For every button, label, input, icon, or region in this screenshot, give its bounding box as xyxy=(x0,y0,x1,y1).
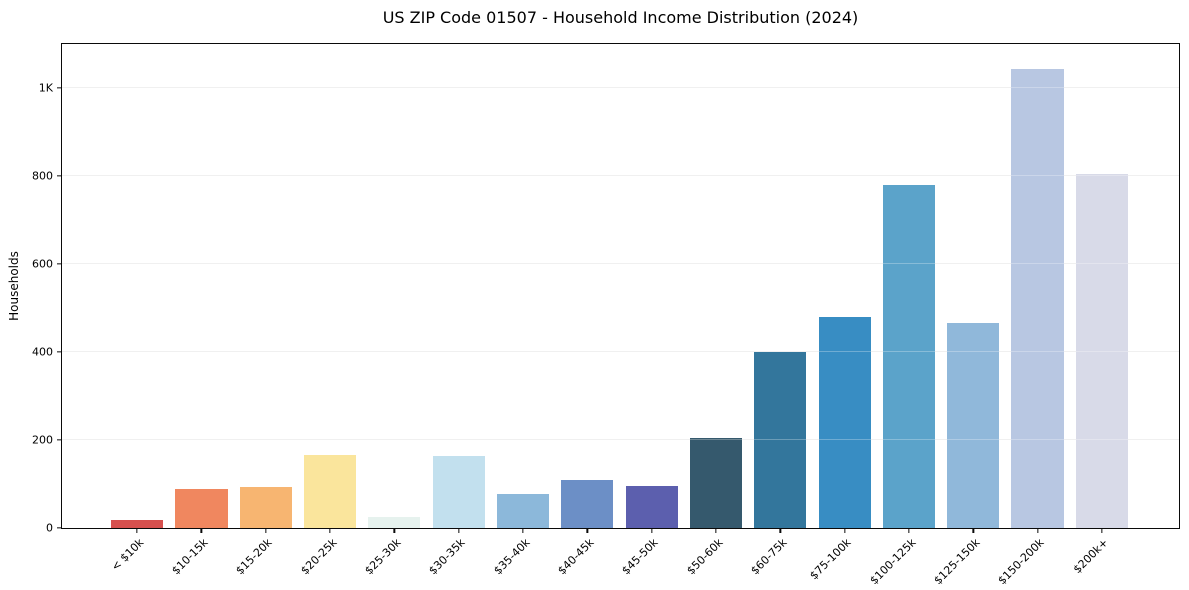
y-tick-label: 200 xyxy=(32,433,53,447)
bar-band: $15-20k xyxy=(234,44,298,577)
bar-band: $60-75k xyxy=(748,44,812,577)
bar xyxy=(561,479,614,528)
gridline xyxy=(62,175,1179,176)
x-tick-label: $35-40k xyxy=(490,536,533,578)
bar xyxy=(818,316,871,528)
x-tick-label: $30-35k xyxy=(426,536,468,578)
bar-band: $25-30k xyxy=(362,44,426,577)
bar xyxy=(689,438,742,528)
x-tick xyxy=(136,528,138,533)
x-tick-label: $25-30k xyxy=(362,536,404,578)
bar xyxy=(111,520,164,528)
gridline xyxy=(62,439,1179,440)
x-tick xyxy=(393,528,396,533)
x-tick-label: $15-20k xyxy=(233,536,275,578)
x-tick-label: $45-50k xyxy=(619,536,661,578)
x-tick-label: $125-150k xyxy=(931,536,983,588)
bar-band: $45-50k xyxy=(620,44,684,577)
bar-band: $20-25k xyxy=(298,44,362,577)
bar-band: $125-150k xyxy=(931,44,1005,587)
y-tick-label: 1K xyxy=(38,81,53,95)
bar xyxy=(1075,174,1128,528)
y-tick xyxy=(56,263,61,265)
bar-band: $200k+ xyxy=(1070,44,1134,576)
gridlines-under-layer xyxy=(62,44,1179,528)
x-tick xyxy=(843,528,846,533)
bar xyxy=(432,456,485,528)
bar xyxy=(239,487,292,528)
x-tick xyxy=(1036,528,1039,533)
x-tick-label: $40-45k xyxy=(555,536,597,578)
bar-band: < $10k xyxy=(105,44,169,574)
x-tick-label: $10-15k xyxy=(169,536,211,578)
bar xyxy=(304,455,357,528)
bar xyxy=(175,489,228,528)
y-tick xyxy=(56,439,61,441)
y-axis-label: Households xyxy=(7,251,21,321)
bar xyxy=(496,494,550,528)
x-tick xyxy=(972,528,974,533)
bar xyxy=(1011,69,1064,528)
x-tick-label: $150-200k xyxy=(995,536,1047,588)
gridline xyxy=(62,351,1179,352)
bar-band: $50-60k xyxy=(684,44,748,577)
x-tick xyxy=(265,528,267,533)
bar xyxy=(368,517,421,528)
bar-band: $10-15k xyxy=(169,44,233,577)
x-tick-label: $75-100k xyxy=(807,536,854,583)
y-tick-label: 400 xyxy=(32,345,53,359)
x-tick xyxy=(522,528,524,533)
x-tick-label: $20-25k xyxy=(298,536,340,578)
bar-band: $75-100k xyxy=(808,44,876,582)
y-tick-label: 600 xyxy=(32,257,53,271)
x-tick xyxy=(908,528,910,533)
bar xyxy=(947,322,1000,528)
plot-area: < $10k $10-15k $15-20k $20-25k $25-30k $30-35… xyxy=(32,43,1180,587)
x-tick xyxy=(715,528,717,533)
bar xyxy=(625,486,678,528)
gridline xyxy=(62,263,1179,264)
gridline xyxy=(62,87,1179,88)
bar-band: $40-45k xyxy=(555,44,619,577)
x-tick-label: $60-75k xyxy=(748,536,790,578)
y-tick-label: 0 xyxy=(46,521,53,535)
bar xyxy=(754,352,807,528)
bar-band: $100-125k xyxy=(867,44,941,587)
x-tick-label: $50-60k xyxy=(683,536,726,578)
y-tick xyxy=(56,175,61,177)
y-tick xyxy=(56,527,61,529)
y-tick-label: 800 xyxy=(32,169,53,183)
x-tick xyxy=(329,528,331,533)
x-tick-label: $100-125k xyxy=(866,536,919,588)
x-tick xyxy=(200,528,203,533)
x-tick-label: < $10k xyxy=(108,536,147,574)
bar xyxy=(882,184,935,528)
chart-title: US ZIP Code 01507 - Household Income Dis… xyxy=(382,8,859,27)
x-tick xyxy=(1101,528,1103,533)
bar-band: $35-40k xyxy=(491,44,555,577)
bar-band: $150-200k xyxy=(996,44,1069,587)
x-tick xyxy=(458,528,460,533)
bar-band: $30-35k xyxy=(427,44,491,577)
x-tick xyxy=(651,528,653,533)
y-tick xyxy=(56,351,61,353)
y-tick xyxy=(56,87,61,89)
bars-row: < $10k $10-15k $15-20k $20-25k $25-30k $30-35… xyxy=(62,44,1179,587)
x-tick xyxy=(779,528,781,533)
x-tick xyxy=(586,528,588,533)
x-tick-label: $200k+ xyxy=(1071,536,1112,577)
